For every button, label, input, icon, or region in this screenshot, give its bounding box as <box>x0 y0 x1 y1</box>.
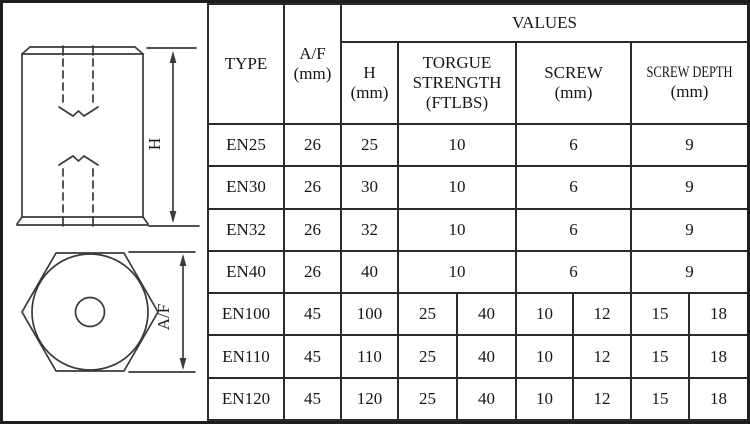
hex-top-view <box>21 252 159 372</box>
cell-type: EN25 <box>207 122 285 168</box>
cell-torque: 10 <box>397 207 517 252</box>
cell-af: 45 <box>283 292 342 337</box>
cell-screw-b: 12 <box>572 292 632 337</box>
top-thread-hole <box>58 45 99 117</box>
cell-type: EN40 <box>207 249 285 295</box>
cell-torque-b: 40 <box>456 376 517 421</box>
bottom-thread-hole <box>58 155 99 227</box>
cell-type: EN110 <box>207 334 285 379</box>
cell-screw-a: 10 <box>515 292 574 337</box>
cell-af: 26 <box>283 122 342 168</box>
values-header: VALUES <box>339 3 747 43</box>
cell-h: 40 <box>340 249 399 295</box>
cell-screw-depth-b: 18 <box>687 334 747 379</box>
cell-screw-depth-b: 18 <box>687 292 747 337</box>
cell-torque: 10 <box>397 249 517 295</box>
cell-screw-depth: 9 <box>629 207 747 252</box>
spec-table-wrap: TYPE A/F (mm) VALUES H (mm) TORGUE STREN… <box>207 3 747 421</box>
cell-screw-depth-a: 15 <box>630 334 690 379</box>
table-row: EN25 26 25 10 6 9 <box>207 122 747 168</box>
cell-screw-a: 10 <box>515 334 574 379</box>
cell-type: EN30 <box>207 165 285 210</box>
cell-screw: 6 <box>515 122 632 168</box>
cell-h: 110 <box>340 334 399 379</box>
table-row: EN100 45 100 25 40 10 12 15 18 <box>207 292 747 337</box>
table-row: EN110 45 110 25 40 10 12 15 18 <box>207 334 747 379</box>
cell-screw-depth-a: 15 <box>630 292 690 337</box>
screw-depth-label: SCREW DEPTH <box>646 64 733 82</box>
cell-af: 45 <box>283 334 342 379</box>
cell-screw-a: 10 <box>515 376 574 421</box>
cell-af: 26 <box>283 207 342 252</box>
col-header-screw-depth: SCREW DEPTH (mm) <box>629 41 747 125</box>
h-dimension-label: H <box>145 138 164 150</box>
cell-h: 32 <box>340 207 399 252</box>
col-header-type: TYPE <box>207 3 285 125</box>
cell-af: 26 <box>283 165 342 210</box>
cell-type: EN120 <box>207 376 285 421</box>
spec-table: TYPE A/F (mm) VALUES H (mm) TORGUE STREN… <box>207 3 747 421</box>
cell-type: EN100 <box>207 292 285 337</box>
col-header-torque: TORGUE STRENGTH (FTLBS) <box>397 41 517 125</box>
cell-torque-a: 25 <box>397 292 458 337</box>
cell-h: 100 <box>340 292 399 337</box>
cell-torque-b: 40 <box>456 292 517 337</box>
cell-af: 45 <box>283 376 342 421</box>
af-dimension-label: A/F <box>154 304 173 330</box>
table-row: EN40 26 40 10 6 9 <box>207 249 747 295</box>
cell-screw-depth: 9 <box>629 165 747 210</box>
cell-h: 30 <box>340 165 399 210</box>
cell-torque-a: 25 <box>397 334 458 379</box>
cell-af: 26 <box>283 249 342 295</box>
center-hole <box>74 296 106 328</box>
cell-torque-a: 25 <box>397 376 458 421</box>
cylinder-side-view <box>16 45 149 227</box>
table-row: EN120 45 120 25 40 10 12 15 18 <box>207 376 747 421</box>
cell-screw: 6 <box>515 249 632 295</box>
screw-depth-unit: (mm) <box>670 82 709 102</box>
cell-screw: 6 <box>515 165 632 210</box>
cell-screw-b: 12 <box>572 334 632 379</box>
cell-torque: 10 <box>397 122 517 168</box>
h-dimension-line <box>146 47 200 227</box>
cell-torque-b: 40 <box>456 334 517 379</box>
drawings-svg: H A/F <box>16 45 200 373</box>
table-row: EN30 26 30 10 6 9 <box>207 165 747 210</box>
cell-torque: 10 <box>397 165 517 210</box>
cell-screw-depth-a: 15 <box>630 376 690 421</box>
cell-h: 120 <box>340 376 399 421</box>
table-row: EN32 26 32 10 6 9 <box>207 207 747 252</box>
col-header-h: H (mm) <box>340 41 399 125</box>
cell-type: EN32 <box>207 207 285 252</box>
cell-screw-depth-b: 18 <box>687 376 747 421</box>
col-header-af: A/F (mm) <box>283 3 342 125</box>
af-dimension-line <box>128 251 196 373</box>
col-header-screw: SCREW (mm) <box>515 41 632 125</box>
cell-screw: 6 <box>515 207 632 252</box>
cell-screw-depth: 9 <box>629 122 747 168</box>
cell-screw-b: 12 <box>572 376 632 421</box>
cell-h: 25 <box>340 122 399 168</box>
drawings-panel: H A/F <box>3 3 207 421</box>
cell-screw-depth: 9 <box>629 249 747 295</box>
